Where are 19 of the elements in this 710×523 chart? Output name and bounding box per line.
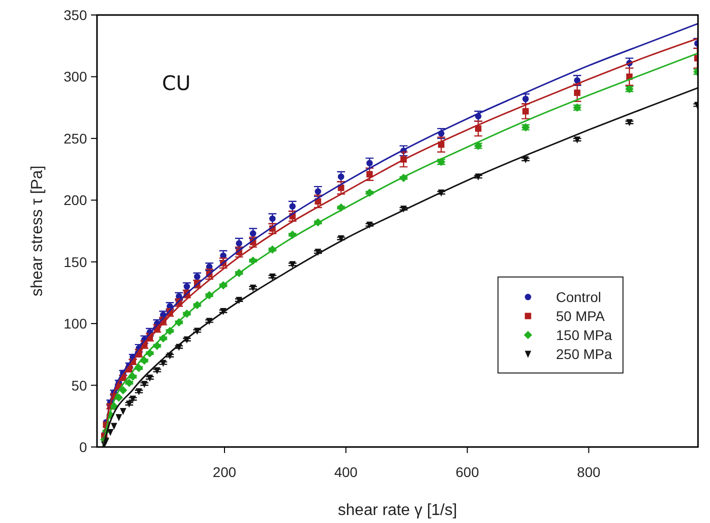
y-tick-label: 50 (71, 377, 88, 394)
y-tick-label: 0 (79, 439, 88, 455)
y-tick-label: 200 (64, 192, 88, 208)
legend-label: Control (556, 289, 602, 305)
legend-label: 50 MPA (556, 308, 606, 324)
y-tick-label: 350 (64, 7, 88, 23)
x-tick-label: 800 (577, 464, 601, 480)
y-tick-label: 100 (64, 316, 88, 332)
x-tick-label: 400 (334, 464, 358, 480)
x-tick-label: 600 (456, 464, 480, 480)
y-tick-label: 150 (64, 254, 88, 270)
y-tick-label: 250 (64, 130, 88, 146)
legend-label: 250 MPa (556, 346, 612, 362)
legend-label: 150 MPa (556, 327, 612, 343)
y-tick-label: 300 (64, 68, 88, 85)
x-tick-label: 200 (212, 464, 236, 480)
annotation: CU (162, 71, 191, 95)
x-axis-title: shear rate γ [1/s] (338, 502, 458, 519)
y-axis-title: shear stress τ [Pa] (29, 166, 46, 296)
